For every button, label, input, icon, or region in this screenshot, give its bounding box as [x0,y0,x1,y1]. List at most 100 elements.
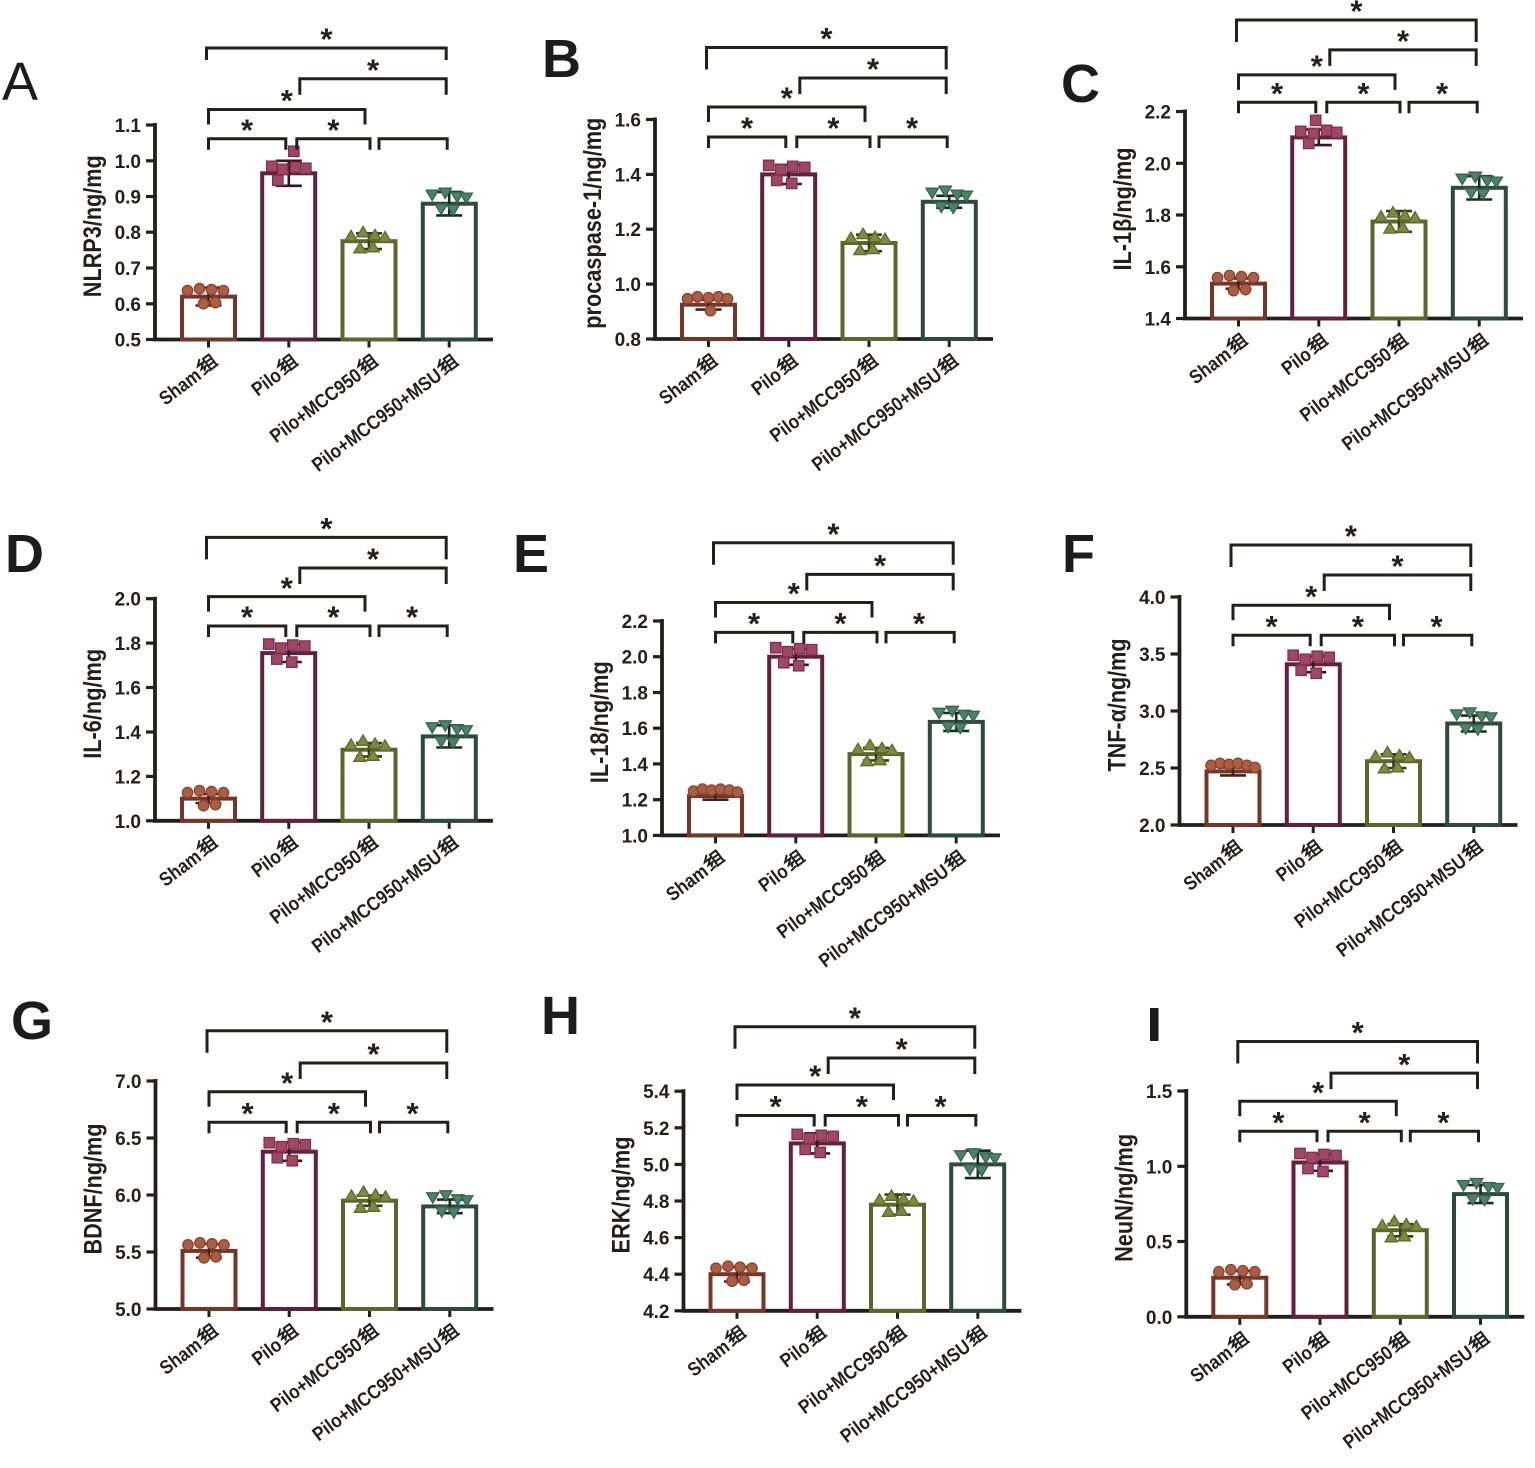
svg-text:5.4: 5.4 [643,1082,670,1103]
svg-text:1.0: 1.0 [615,275,641,296]
svg-text:*: * [827,517,840,552]
svg-text:*: * [770,1089,783,1124]
svg-text:*: * [1312,1075,1325,1110]
svg-text:*: * [321,1005,334,1040]
svg-text:1.0: 1.0 [115,152,141,173]
svg-text:*: * [874,548,887,583]
svg-text:1.2: 1.2 [115,767,141,788]
svg-text:2.2: 2.2 [622,612,648,633]
svg-text:*: * [1350,0,1363,29]
svg-text:2.0: 2.0 [115,590,141,611]
svg-text:1.6: 1.6 [615,111,641,132]
svg-text:*: * [1391,549,1404,584]
svg-text:*: * [1436,76,1449,111]
svg-text:1.0: 1.0 [115,812,141,833]
svg-text:*: * [895,1032,908,1067]
svg-text:*: * [748,606,761,641]
svg-text:D: D [5,524,44,584]
svg-text:*: * [241,600,254,635]
svg-text:*: * [906,111,919,146]
svg-text:3.5: 3.5 [1139,645,1166,666]
svg-text:1.8: 1.8 [1145,206,1171,227]
svg-text:4.8: 4.8 [643,1192,669,1213]
svg-text:*: * [1437,1105,1450,1140]
svg-text:4.2: 4.2 [643,1302,669,1323]
svg-text:*: * [856,1089,869,1124]
svg-text:*: * [820,21,833,56]
svg-text:7.0: 7.0 [115,1072,141,1093]
svg-text:*: * [935,1089,948,1124]
svg-text:*: * [320,511,333,546]
svg-text:*: * [327,112,340,147]
svg-text:5.2: 5.2 [643,1119,669,1140]
svg-text:*: * [281,1066,294,1101]
svg-text:*: * [1352,1015,1365,1050]
svg-text:IL-1β/ng/mg: IL-1β/ng/mg [1109,148,1137,271]
svg-text:1.4: 1.4 [615,165,642,186]
svg-text:*: * [1359,1105,1372,1140]
svg-text:*: * [241,112,254,147]
svg-text:0.8: 0.8 [615,330,641,351]
svg-text:*: * [1398,1047,1411,1082]
svg-text:*: * [281,570,294,605]
svg-text:1.6: 1.6 [1145,258,1171,279]
svg-text:4.4: 4.4 [643,1265,670,1286]
svg-text:*: * [1271,76,1284,111]
svg-text:*: * [913,606,926,641]
svg-text:*: * [407,1096,420,1131]
svg-text:1.0: 1.0 [1146,1157,1172,1178]
svg-text:1.0: 1.0 [622,826,648,847]
svg-text:IL-6/ng/mg: IL-6/ng/mg [79,649,107,759]
svg-text:F: F [1062,524,1095,584]
svg-text:BDNF/ng/mg: BDNF/ng/mg [80,1124,108,1255]
svg-text:*: * [281,83,294,118]
svg-text:*: * [320,22,333,57]
svg-text:1.8: 1.8 [622,684,648,705]
svg-text:5.0: 5.0 [643,1155,669,1176]
svg-text:*: * [1397,24,1410,59]
svg-text:*: * [367,53,380,88]
svg-text:0.9: 0.9 [115,188,141,209]
svg-text:2.2: 2.2 [1145,103,1171,124]
svg-text:*: * [788,576,801,611]
svg-text:NeuN/ng/mg: NeuN/ng/mg [1110,1134,1138,1262]
svg-text:E: E [513,524,549,584]
svg-text:1.2: 1.2 [615,220,641,241]
svg-text:1.8: 1.8 [115,634,141,655]
svg-text:G: G [11,991,53,1051]
svg-text:*: * [827,111,840,146]
svg-text:TNF-α/ng/mg: TNF-α/ng/mg [1104,639,1132,772]
svg-text:*: * [1352,609,1365,644]
svg-text:H: H [541,986,580,1046]
svg-text:0.5: 0.5 [1146,1233,1173,1254]
svg-text:C: C [1061,54,1100,114]
svg-text:5.0: 5.0 [115,1300,141,1321]
svg-text:*: * [781,81,794,116]
svg-text:*: * [327,600,340,635]
svg-text:0.8: 0.8 [115,223,141,244]
svg-text:*: * [1431,609,1444,644]
svg-text:NLRP3/ng/mg: NLRP3/ng/mg [79,155,107,297]
svg-text:*: * [1357,76,1370,111]
svg-text:6.0: 6.0 [115,1186,141,1207]
svg-text:1.4: 1.4 [115,723,142,744]
svg-text:2.5: 2.5 [1139,759,1166,780]
svg-text:*: * [1305,579,1318,614]
svg-text:*: * [1311,49,1324,84]
svg-text:*: * [809,1059,822,1094]
svg-text:ERK/ng/mg: ERK/ng/mg [608,1137,636,1254]
svg-text:*: * [867,52,880,87]
svg-text:A: A [2,52,38,112]
svg-text:0.7: 0.7 [115,259,141,280]
svg-text:1.4: 1.4 [1145,310,1172,331]
svg-text:*: * [367,1037,380,1072]
svg-text:*: * [242,1096,255,1131]
svg-text:1.1: 1.1 [115,116,142,137]
svg-text:B: B [542,29,581,89]
svg-text:5.5: 5.5 [115,1243,142,1264]
svg-text:4.6: 4.6 [643,1229,669,1250]
svg-text:6.5: 6.5 [115,1129,142,1150]
svg-text:*: * [328,1096,341,1131]
svg-text:IL-18/ng/mg: IL-18/ng/mg [586,661,614,783]
svg-text:1.4: 1.4 [622,755,649,776]
